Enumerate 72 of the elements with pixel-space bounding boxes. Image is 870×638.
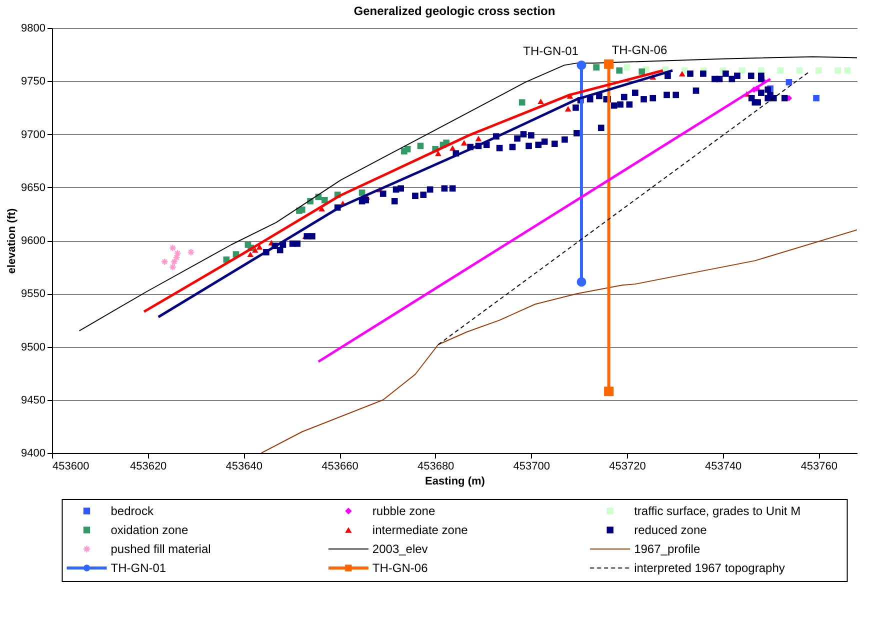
point xyxy=(638,68,646,75)
y-tick-label: 9450 xyxy=(21,394,46,406)
point xyxy=(624,64,630,70)
legend-label: traffic surface, grades to Unit M xyxy=(634,504,801,518)
point xyxy=(518,99,526,106)
legend-label: TH-GN-06 xyxy=(372,561,428,575)
point xyxy=(678,70,686,76)
y-tick-label: 9800 xyxy=(21,22,46,34)
y-tick-label: 9550 xyxy=(21,288,46,300)
legend-label: rubble zone xyxy=(372,504,436,518)
y-tick-label: 9650 xyxy=(21,182,46,194)
point xyxy=(298,206,306,213)
y-tick-label: 9500 xyxy=(21,341,46,354)
point xyxy=(593,64,600,70)
y-tick-label: 9600 xyxy=(21,235,46,247)
x-tick-label: 453660 xyxy=(322,460,358,472)
legend-label: pushed fill material xyxy=(110,542,211,556)
point xyxy=(160,258,168,266)
legend-label: bedrock xyxy=(110,504,154,518)
point xyxy=(576,60,586,70)
annotation: TH-GN-06 xyxy=(612,43,668,58)
point xyxy=(417,142,424,150)
legend-label: oxidation zone xyxy=(110,523,188,537)
x-tick-label: 453640 xyxy=(226,460,263,472)
point xyxy=(435,150,442,156)
point xyxy=(777,67,784,74)
y-tick-label: 9700 xyxy=(21,128,46,141)
point xyxy=(256,244,263,250)
point xyxy=(538,98,544,104)
point xyxy=(834,67,841,74)
point xyxy=(404,146,411,152)
point xyxy=(460,140,468,146)
x-tick-label: 453700 xyxy=(513,460,550,472)
point xyxy=(813,94,820,102)
x-tick-label: 453600 xyxy=(52,460,90,472)
y-axis-title: elevation (ft) xyxy=(6,208,18,274)
legend-label: TH-GN-01 xyxy=(110,561,166,575)
point xyxy=(168,244,177,252)
legend-label: intermediate zone xyxy=(372,523,468,537)
x-tick-label: 453740 xyxy=(704,460,742,472)
point xyxy=(252,247,258,253)
y-tick-label: 9400 xyxy=(21,448,46,460)
point xyxy=(168,263,177,271)
line-series xyxy=(260,229,857,453)
point xyxy=(796,67,803,74)
line-series xyxy=(78,56,857,332)
point xyxy=(604,386,614,396)
chart-title: Generalized geologic cross section xyxy=(354,4,556,18)
x-tick-label: 453720 xyxy=(609,460,646,472)
x-tick-label: 453620 xyxy=(130,460,167,472)
point xyxy=(187,248,195,256)
point xyxy=(247,252,254,258)
x-axis-title: Easting (m) xyxy=(425,476,486,488)
x-tick-label: 453760 xyxy=(800,460,838,472)
point xyxy=(616,67,622,74)
legend-label: 1967_profile xyxy=(634,542,700,556)
annotation: TH-GN-01 xyxy=(523,44,579,58)
legend-label: interpreted 1967 topography xyxy=(634,561,785,575)
point xyxy=(564,106,572,112)
legend-label: reduced zone xyxy=(634,523,708,537)
point xyxy=(358,190,366,196)
point xyxy=(475,136,482,142)
point xyxy=(170,258,178,266)
point xyxy=(816,67,822,74)
point xyxy=(786,79,792,86)
y-tick-label: 9750 xyxy=(21,76,46,88)
x-tick-label: 453680 xyxy=(417,460,454,472)
point xyxy=(604,59,614,69)
point xyxy=(172,254,180,262)
point xyxy=(844,67,851,74)
point xyxy=(576,277,586,287)
legend-label: 2003_elev xyxy=(372,542,428,556)
